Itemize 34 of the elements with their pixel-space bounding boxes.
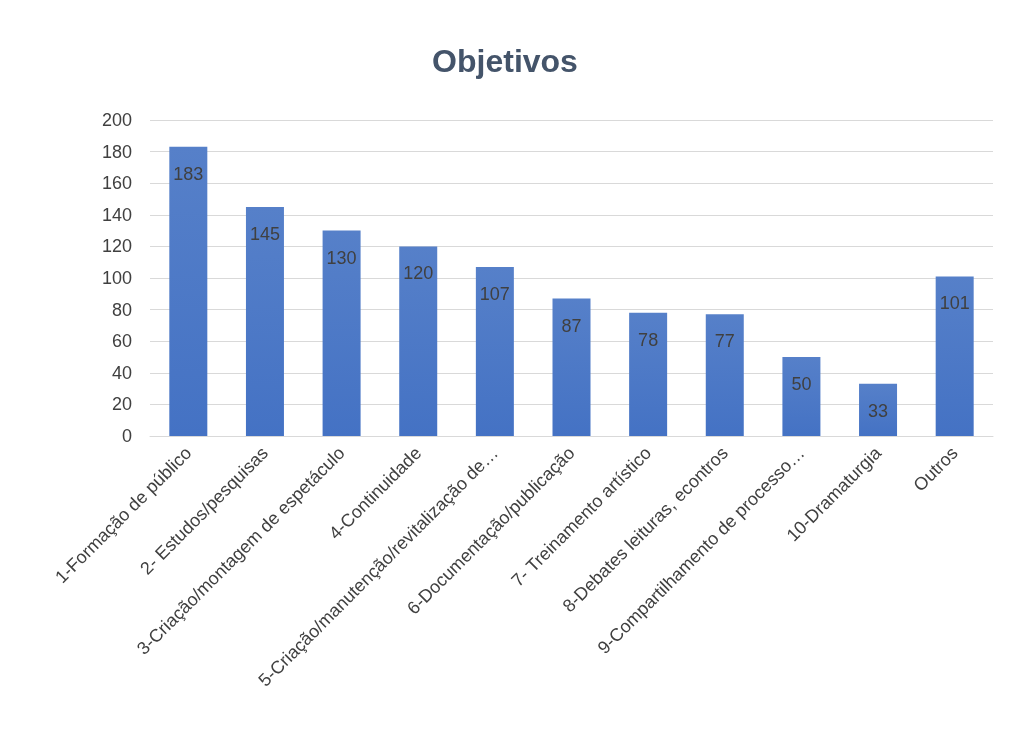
bar	[322, 230, 361, 436]
y-tick-label: 200	[101, 110, 132, 130]
bar	[552, 298, 591, 436]
data-label: 130	[326, 247, 357, 268]
data-label: 107	[479, 283, 510, 304]
data-label: 77	[714, 331, 735, 352]
bar	[629, 312, 668, 436]
data-label: 50	[791, 374, 812, 394]
y-tick-label: 180	[101, 141, 132, 162]
bar	[782, 357, 821, 436]
data-label: 33	[868, 400, 889, 421]
data-label: 78	[638, 329, 659, 350]
data-label: 183	[173, 163, 204, 184]
bar	[245, 206, 284, 436]
y-tick-label: 60	[111, 331, 132, 352]
data-label: 87	[561, 315, 582, 336]
y-tick-label: 160	[101, 173, 132, 194]
chart-title: Objetivos	[432, 43, 578, 79]
bar	[859, 383, 898, 436]
data-label: 145	[249, 223, 280, 244]
bar	[705, 314, 744, 436]
y-tick-label: 80	[111, 299, 132, 320]
bar	[399, 246, 438, 436]
y-tick-label: 100	[101, 268, 132, 288]
y-tick-label: 0	[121, 426, 132, 446]
bar	[475, 266, 514, 436]
data-label: 101	[939, 293, 970, 314]
bar	[935, 276, 974, 436]
y-tick-label: 40	[111, 362, 132, 383]
y-tick-label: 140	[101, 204, 132, 225]
y-tick-label: 20	[111, 394, 132, 415]
data-label: 120	[403, 263, 434, 284]
y-tick-label: 120	[101, 236, 132, 257]
bar	[169, 146, 208, 436]
